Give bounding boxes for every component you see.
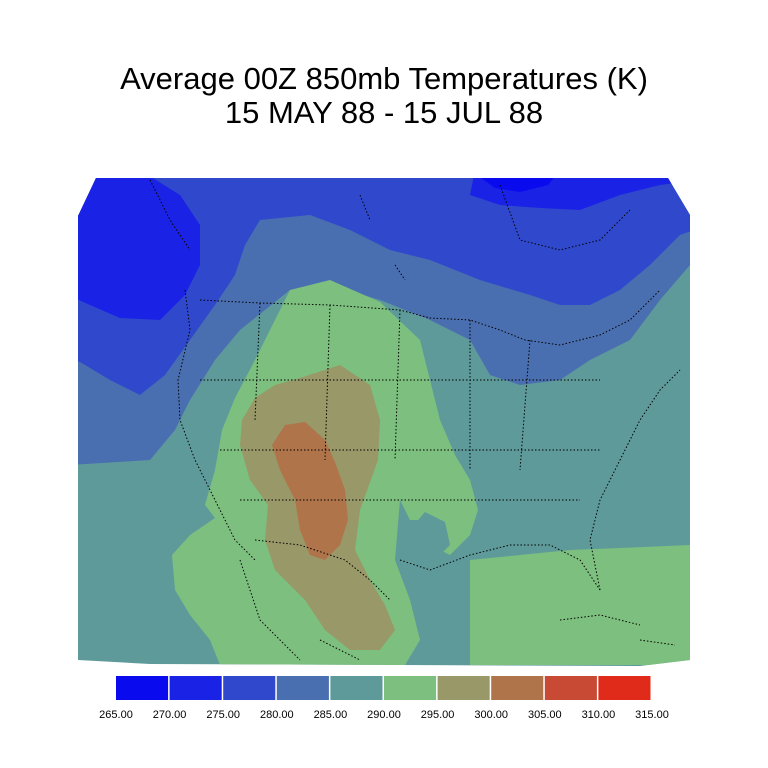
colorbar-tick-label: 265.00: [99, 709, 133, 721]
colorbar-swatch: [223, 676, 276, 700]
colorbar-tick-label: 300.00: [474, 709, 509, 721]
temp-band-275-280: [78, 178, 690, 395]
colorbar-tick-label: 295.00: [420, 709, 455, 721]
temp-band-300-305: [272, 422, 348, 560]
borders-overlay: [149, 179, 681, 661]
colorbar-swatch: [384, 676, 437, 700]
colorbar-tick-label: 315.00: [635, 709, 669, 721]
colorbar-swatch: [276, 676, 329, 700]
colorbar-tick-label: 275.00: [206, 709, 241, 721]
colorbar-tick-label: 290.00: [367, 709, 401, 721]
colorbar-tick-label: 285.00: [313, 709, 348, 721]
colorbar-swatch: [116, 676, 169, 700]
colorbar-swatch: [330, 676, 383, 700]
colorbar-tick-label: 270.00: [152, 709, 187, 721]
colorbar-swatch: [491, 676, 544, 700]
colorbar-tick-label: 305.00: [527, 709, 562, 721]
colorbar-swatch: [544, 676, 597, 700]
temperature-colorbar: [116, 676, 651, 700]
colorbar-swatch: [169, 676, 222, 700]
map-title: Average 00Z 850mb Temperatures (K): [120, 61, 648, 96]
colorbar-tick-label: 280.00: [259, 709, 294, 721]
map-date-range: 15 MAY 88 - 15 JUL 88: [224, 95, 544, 130]
colorbar-swatch: [598, 676, 651, 700]
colorbar-tick-label: 310.00: [581, 709, 616, 721]
colorbar-swatch: [437, 676, 490, 700]
